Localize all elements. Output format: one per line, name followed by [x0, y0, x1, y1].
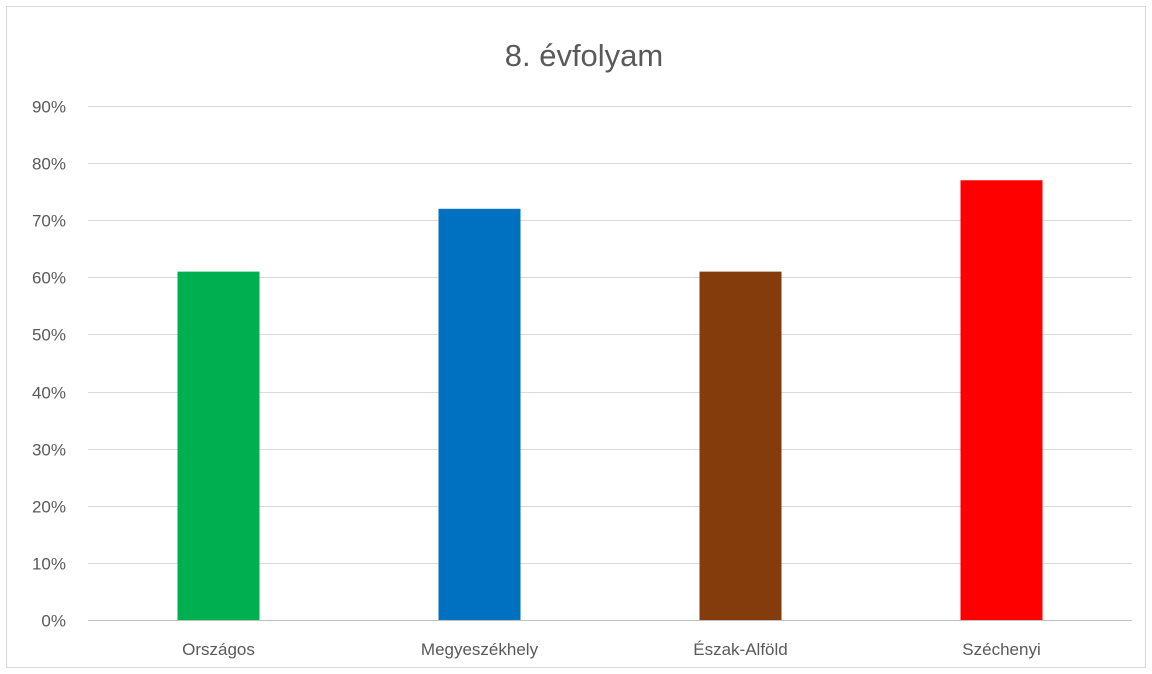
- gridlines: [88, 106, 1132, 621]
- y-tick-label: 30%: [32, 441, 66, 460]
- y-tick-label: 80%: [32, 155, 66, 174]
- y-axis-ticks: 0% 10% 20% 30% 40% 50% 60% 70% 80% 90%: [32, 98, 66, 631]
- bar: [177, 271, 260, 620]
- chart-title: 8. évfolyam: [505, 38, 664, 73]
- y-tick-label: 90%: [32, 98, 66, 117]
- y-tick-label: 20%: [32, 498, 66, 517]
- x-tick-label: Széchenyi: [962, 640, 1040, 659]
- x-tick-label: Országos: [182, 640, 255, 659]
- x-tick-label: Megyeszékhely: [421, 640, 539, 659]
- x-tick-label: Észak-Alföld: [693, 640, 787, 659]
- x-axis-ticks: Országos Megyeszékhely Észak-Alföld Széchen…: [182, 640, 1041, 659]
- bar: [960, 180, 1043, 620]
- y-tick-label: 0%: [41, 612, 66, 631]
- y-tick-label: 60%: [32, 269, 66, 288]
- bars: [177, 180, 1043, 621]
- y-tick-label: 50%: [32, 326, 66, 345]
- bar: [699, 271, 782, 620]
- y-tick-label: 70%: [32, 212, 66, 231]
- y-tick-label: 10%: [32, 555, 66, 574]
- y-tick-label: 40%: [32, 384, 66, 403]
- bar: [438, 208, 521, 621]
